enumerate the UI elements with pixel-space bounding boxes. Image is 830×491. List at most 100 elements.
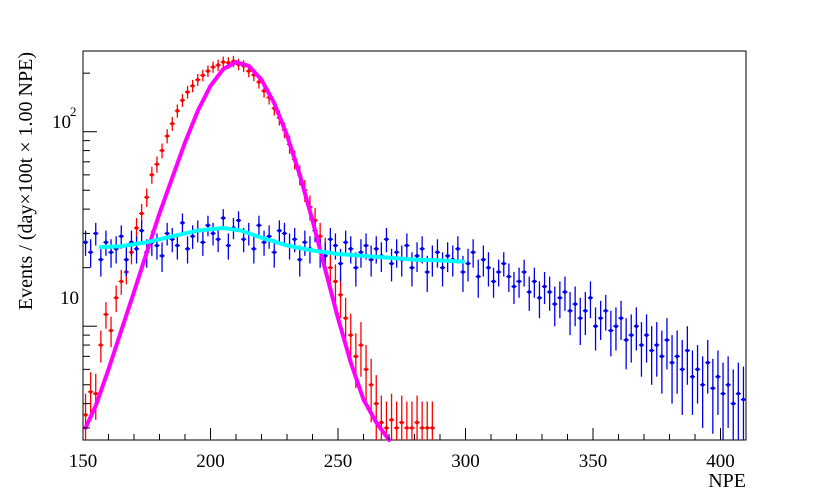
x-axis-label: NPE (708, 470, 746, 491)
data-point (99, 343, 103, 347)
data-point (83, 413, 88, 417)
data-point (354, 265, 358, 270)
data-point (175, 243, 180, 248)
data-point (364, 243, 368, 248)
data-point (435, 250, 440, 255)
data-point (394, 250, 399, 255)
x-tick-label: 300 (451, 451, 480, 472)
data-point (114, 295, 118, 300)
data-point (660, 354, 664, 359)
data-point (420, 247, 424, 251)
data-point (338, 261, 343, 266)
data-point (165, 134, 169, 138)
data-point (221, 216, 226, 220)
data-point (180, 98, 185, 103)
x-tick-label: 150 (69, 451, 98, 472)
data-point (588, 295, 593, 300)
data-point (456, 247, 460, 251)
data-point (262, 240, 266, 245)
data-point (175, 109, 180, 113)
data-point (211, 231, 215, 236)
data-point (405, 426, 409, 430)
data-point (277, 228, 282, 233)
data-point (537, 295, 542, 300)
data-point (716, 374, 720, 379)
data-point (568, 309, 572, 313)
data-point (517, 279, 521, 284)
data-point (726, 382, 730, 387)
data-point (343, 240, 348, 245)
data-point (221, 60, 226, 64)
data-point (104, 240, 108, 245)
data-point (155, 162, 159, 167)
data-point (619, 316, 623, 320)
data-point (93, 231, 98, 236)
data-point (348, 333, 353, 337)
data-point (731, 401, 736, 406)
data-point (150, 173, 154, 177)
data-point (104, 312, 108, 317)
data-point (338, 293, 343, 297)
data-point (369, 257, 373, 262)
data-point (389, 418, 394, 422)
data-point (99, 257, 103, 262)
data-marks (82, 55, 747, 442)
data-point (563, 290, 567, 294)
data-point (405, 243, 409, 248)
data-point (583, 309, 588, 313)
data-point (359, 343, 363, 347)
data-point (603, 309, 608, 313)
data-point (420, 426, 424, 430)
data-point (384, 237, 389, 242)
data-point (190, 234, 195, 239)
data-point (624, 338, 628, 342)
data-point (705, 360, 710, 365)
data-point (410, 265, 414, 270)
data-point (165, 231, 169, 236)
data-point (119, 279, 124, 284)
data-point (680, 367, 685, 372)
data-point (461, 270, 465, 274)
data-point (374, 401, 379, 406)
data-point (109, 250, 113, 255)
data-point (675, 354, 679, 359)
data-point (491, 279, 496, 284)
data-point (180, 221, 185, 225)
fit-curve (98, 226, 465, 264)
data-point (185, 247, 190, 251)
data-point (297, 257, 302, 262)
data-point (206, 223, 210, 228)
data-point (241, 237, 246, 242)
data-point (246, 69, 251, 73)
y-tick-label: 10 (60, 288, 79, 309)
data-point (558, 295, 562, 300)
data-point (639, 343, 644, 347)
data-point (512, 284, 516, 289)
data-point (201, 73, 205, 78)
data-point (415, 254, 419, 258)
data-point (690, 374, 695, 379)
data-point (507, 274, 511, 279)
data-point (369, 382, 373, 387)
data-point (629, 333, 634, 337)
data-point (532, 279, 537, 284)
data-point (236, 218, 241, 223)
data-point (139, 228, 144, 233)
data-point (399, 420, 404, 425)
data-point (593, 324, 598, 329)
data-point (476, 274, 481, 279)
data-point (430, 426, 435, 430)
data-point (323, 254, 328, 258)
data-point (160, 254, 164, 258)
data-point (139, 211, 144, 216)
data-point (389, 261, 394, 266)
data-point (614, 324, 618, 329)
data-point (333, 279, 338, 284)
data-point (665, 338, 669, 342)
data-point (190, 84, 195, 88)
data-point (670, 360, 674, 365)
data-point (119, 234, 124, 239)
data-point (425, 426, 430, 430)
data-point (185, 90, 190, 94)
